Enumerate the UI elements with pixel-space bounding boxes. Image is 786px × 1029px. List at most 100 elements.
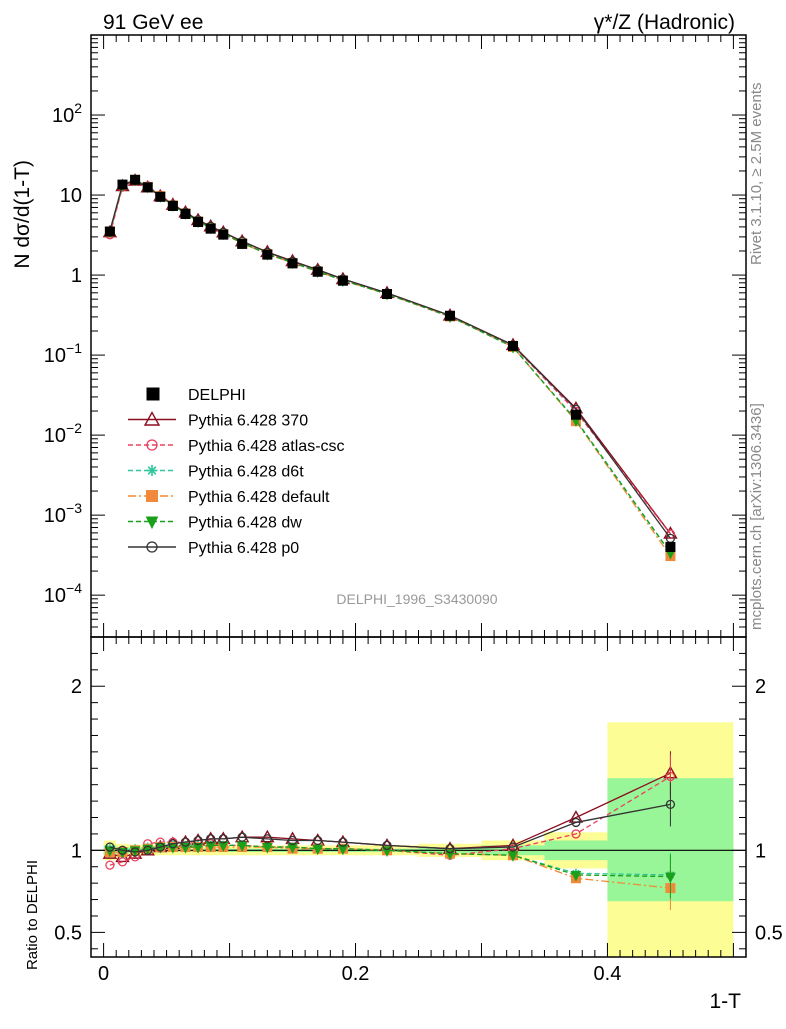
ratio-point-s5-13 bbox=[313, 835, 323, 846]
top-data-point-12 bbox=[287, 258, 298, 269]
legend-label-3: Pythia 6.428 default bbox=[188, 489, 330, 506]
ratio-point-s5-16 bbox=[445, 844, 455, 854]
ratio-point-s5-7 bbox=[193, 835, 203, 846]
legend-label-5: Pythia 6.428 p0 bbox=[188, 540, 299, 557]
ratio-point-s5-9 bbox=[218, 834, 228, 844]
ratio-point-s5-11 bbox=[262, 834, 272, 844]
legend-marker-2 bbox=[146, 465, 158, 476]
ratio-point-s5-0 bbox=[105, 842, 115, 852]
y-axis-title-ratio: Ratio to DELPHI bbox=[24, 860, 41, 970]
y-tick-label-top-2: 1 bbox=[71, 265, 82, 287]
ratio-y-tick-label-left-2: 2 bbox=[71, 676, 82, 698]
ratio-point-s5-17 bbox=[508, 842, 518, 852]
legend: DELPHI Pythia 6.428 370 Pythia 6.428 atlas… bbox=[128, 387, 345, 557]
watermark: DELPHI_1996_S3430090 bbox=[336, 591, 497, 607]
y-tick-label-top-5: 10−3 bbox=[44, 500, 82, 527]
ratio-point-s4-10 bbox=[236, 841, 248, 853]
mcplots-label: mcplots.cern.ch [arXiv:1306.3436] bbox=[748, 403, 765, 630]
legend-marker-data bbox=[146, 387, 160, 401]
ratio-point-s4-19 bbox=[665, 872, 676, 884]
ratio-point-s5-1 bbox=[117, 845, 128, 855]
header-right: γ*/Z (Hadronic) bbox=[594, 11, 735, 34]
legend-label-4: Pythia 6.428 dw bbox=[188, 515, 302, 532]
legend-marker-2-d2 bbox=[147, 466, 157, 475]
ratio-point-s5-15 bbox=[382, 840, 392, 851]
top-data-point-17 bbox=[507, 340, 518, 351]
x-tick-label-2: 0.4 bbox=[594, 963, 622, 985]
ratio-y-tick-label-right-1: 1 bbox=[755, 840, 766, 862]
top-line-series-1 bbox=[109, 180, 671, 535]
y-tick-label-top-1: 10 bbox=[60, 185, 82, 207]
ratio-line-series-3 bbox=[109, 846, 671, 889]
header-left: 91 GeV ee bbox=[103, 11, 203, 34]
top-data-point-6 bbox=[180, 208, 191, 219]
top-series-layer bbox=[102, 173, 678, 562]
y-tick-label-top-3: 10−1 bbox=[44, 340, 82, 367]
ratio-point-s4-12 bbox=[287, 843, 298, 854]
ratio-point-s5-10 bbox=[237, 832, 247, 842]
y-tick-label-top-4: 10−2 bbox=[44, 420, 82, 447]
top-data-point-19 bbox=[665, 541, 676, 552]
legend-label-2: Pythia 6.428 d6t bbox=[188, 464, 304, 481]
ratio-series-layer bbox=[102, 751, 678, 911]
top-line-series-0 bbox=[109, 179, 671, 534]
ratio-point-s4-14 bbox=[337, 844, 349, 856]
ratio-frame bbox=[90, 636, 747, 958]
legend-label-0: Pythia 6.428 370 bbox=[188, 413, 308, 430]
legend-marker-5 bbox=[146, 541, 158, 553]
ratio-point-s4-13 bbox=[312, 844, 324, 856]
top-data-point-15 bbox=[382, 288, 393, 299]
ratio-point-s5-18 bbox=[571, 817, 581, 828]
ratio-point-s5-4 bbox=[155, 842, 165, 852]
ratio-point-s4-9 bbox=[217, 841, 229, 853]
legend-label-1: Pythia 6.428 atlas-csc bbox=[188, 438, 345, 455]
top-data-point-14 bbox=[337, 275, 348, 286]
ratio-y-tick-label-left-1: 1 bbox=[71, 840, 82, 862]
legend-marker-3 bbox=[146, 490, 158, 502]
legend-label-data: DELPHI bbox=[188, 387, 246, 404]
top-data-point-9 bbox=[218, 229, 229, 240]
ratio-point-s1-19 bbox=[665, 771, 676, 782]
rivet-label: Rivet 3.1.10, ≥ 2.5M events bbox=[748, 83, 765, 266]
x-tick-label-0: 0 bbox=[98, 963, 109, 985]
legend-marker-0 bbox=[143, 411, 161, 426]
ratio-y-tick-label-right-0: 0.5 bbox=[755, 922, 783, 944]
ratio-point-s4-18 bbox=[570, 870, 582, 882]
top-data-point-4 bbox=[155, 191, 166, 202]
ratio-point-s5-2 bbox=[130, 847, 140, 857]
top-data-point-1 bbox=[117, 179, 128, 190]
y-tick-label-top-0: 102 bbox=[52, 100, 82, 127]
top-axis-ticks: 102 10 1 10−1 10−2 10−3 10−4 bbox=[44, 34, 746, 638]
ratio-point-s5-12 bbox=[287, 835, 298, 846]
x-tick-label-1: 0.2 bbox=[342, 963, 370, 985]
ratio-line-series-5 bbox=[109, 803, 671, 853]
ratio-point-s5-19 bbox=[665, 799, 676, 810]
ratio-y-tick-label-left-0: 0.5 bbox=[54, 922, 82, 944]
y-axis-title-top: N dσ/d(1-T) bbox=[11, 160, 34, 269]
ratio-axis-ticks: 0 0.2 0.4 0.5 0.5 1 1 2 2 bbox=[54, 636, 783, 985]
top-data-point-11 bbox=[262, 249, 273, 260]
legend-marker-1 bbox=[146, 439, 158, 451]
ratio-point-s5-5 bbox=[168, 839, 178, 849]
top-data-point-2 bbox=[130, 174, 141, 185]
ratio-point-s5-14 bbox=[338, 837, 348, 847]
x-axis-title: 1-T bbox=[710, 990, 742, 1013]
ratio-point-s4-17 bbox=[507, 851, 519, 862]
top-data-point-7 bbox=[193, 217, 204, 228]
ratio-y-tick-label-right-2: 2 bbox=[755, 676, 766, 698]
ratio-point-s1-18 bbox=[571, 829, 581, 839]
ratio-point-s4-11 bbox=[262, 843, 273, 854]
ratio-point-s5-3 bbox=[143, 845, 153, 855]
top-line-series-5 bbox=[109, 179, 671, 539]
ratio-point-s4-8 bbox=[205, 841, 216, 853]
ratio-point-s5-6 bbox=[180, 837, 191, 847]
y-tick-label-top-6: 10−4 bbox=[44, 580, 82, 607]
top-data-point-0 bbox=[104, 226, 115, 237]
ratio-point-s1-0 bbox=[105, 860, 115, 870]
ratio-point-s5-8 bbox=[206, 834, 216, 844]
top-data-point-8 bbox=[205, 223, 216, 234]
top-line-series-4 bbox=[109, 179, 671, 554]
top-data-point-3 bbox=[142, 182, 153, 193]
top-data-point-5 bbox=[167, 200, 178, 211]
